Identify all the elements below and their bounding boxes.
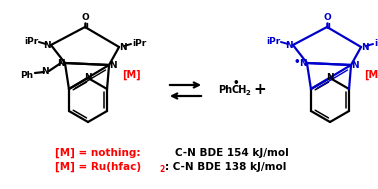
Text: [M] = nothing:: [M] = nothing: <box>55 148 141 158</box>
Text: CH: CH <box>232 85 247 95</box>
Text: •: • <box>232 78 239 88</box>
Text: Ph: Ph <box>218 85 232 95</box>
Text: C-N BDE 154 kJ/mol: C-N BDE 154 kJ/mol <box>175 148 289 158</box>
Text: iPr: iPr <box>374 39 378 47</box>
Text: 2: 2 <box>245 90 250 96</box>
Text: [M]: [M] <box>122 70 140 80</box>
Text: O: O <box>81 13 89 22</box>
Text: •: • <box>294 57 300 67</box>
Text: iPr: iPr <box>132 39 146 47</box>
Text: 2: 2 <box>159 164 164 174</box>
Text: N: N <box>57 60 65 68</box>
Text: N: N <box>351 61 359 70</box>
Text: [M] = Ru(hfac): [M] = Ru(hfac) <box>55 162 141 172</box>
Text: N: N <box>41 67 49 75</box>
Text: [M]: [M] <box>364 70 378 80</box>
Text: iPr: iPr <box>24 36 38 46</box>
Text: O: O <box>323 13 331 22</box>
Text: N: N <box>43 40 51 50</box>
Text: N: N <box>326 74 334 83</box>
Text: N: N <box>299 60 307 68</box>
Text: N: N <box>84 74 92 83</box>
Text: N: N <box>119 43 127 51</box>
Text: +: + <box>254 83 266 98</box>
Text: N: N <box>285 40 293 50</box>
Text: N: N <box>109 61 117 70</box>
Text: iPr: iPr <box>266 36 280 46</box>
Text: Ph: Ph <box>20 71 34 81</box>
Text: N: N <box>361 43 369 51</box>
Text: : C-N BDE 138 kJ/mol: : C-N BDE 138 kJ/mol <box>165 162 287 172</box>
